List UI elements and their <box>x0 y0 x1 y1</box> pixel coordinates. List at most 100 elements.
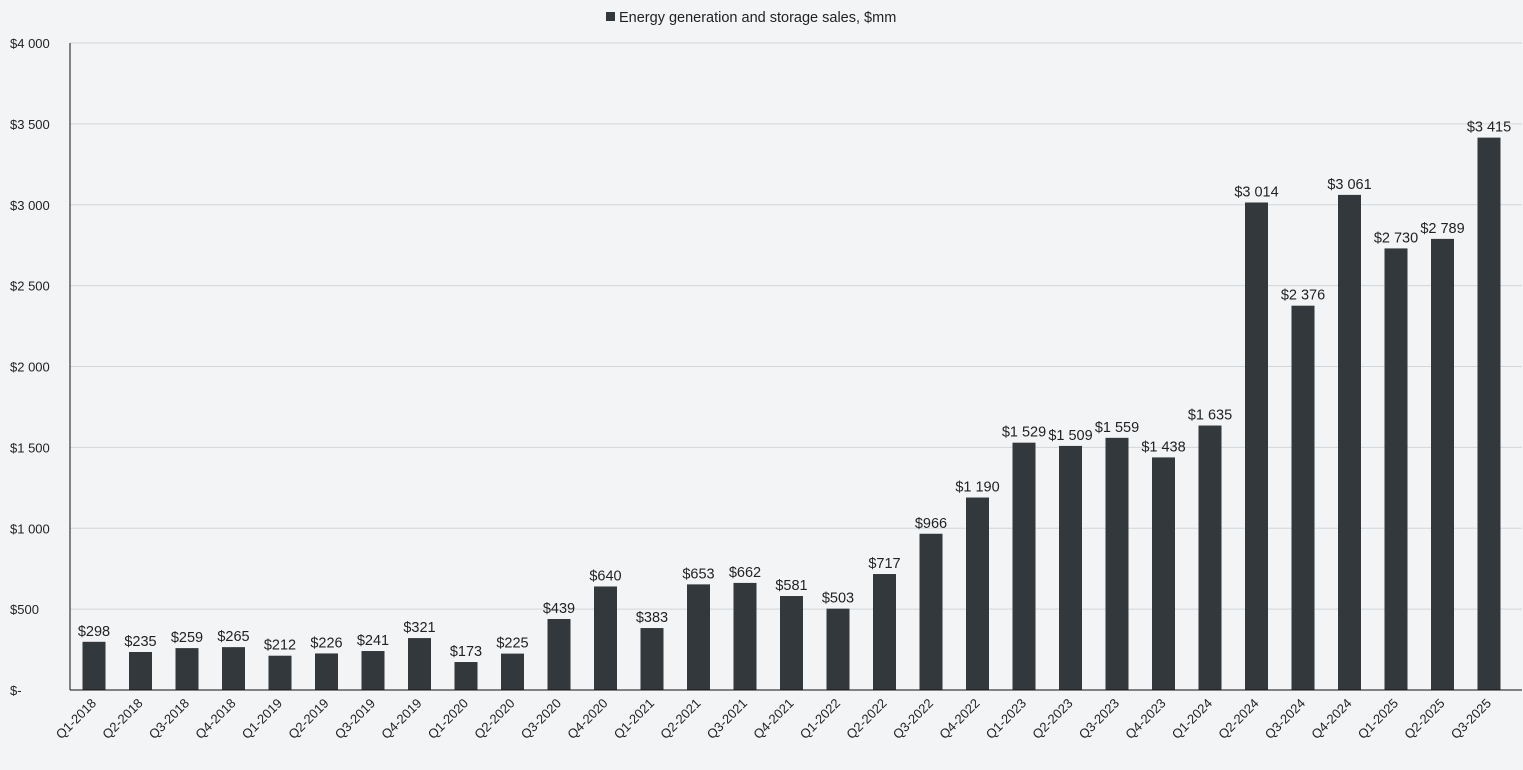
data-label: $321 <box>403 620 435 636</box>
bar-q1-2020 <box>454 662 478 690</box>
data-label: $640 <box>589 568 621 584</box>
legend-label: Energy generation and storage sales, $mm <box>619 10 896 26</box>
x-tick-label: Q1-2019 <box>239 696 285 742</box>
x-tick-label: Q1-2018 <box>53 696 99 742</box>
x-tick-label: Q1-2022 <box>797 696 843 742</box>
bar-q3-2021 <box>733 582 757 690</box>
bar-q3-2019 <box>361 651 385 690</box>
x-tick-label: Q3-2024 <box>1262 696 1308 742</box>
data-label: $3 415 <box>1467 120 1511 136</box>
data-label: $2 730 <box>1374 230 1418 246</box>
data-label: $503 <box>822 591 854 607</box>
x-tick-label: Q3-2021 <box>704 696 750 742</box>
x-tick-label: Q3-2019 <box>332 696 378 742</box>
data-label: $3 014 <box>1234 184 1278 200</box>
bar-q4-2022 <box>966 497 989 690</box>
y-tick-label: $500 <box>10 602 39 617</box>
data-label: $1 559 <box>1095 420 1139 436</box>
x-tick-label: Q3-2022 <box>890 696 936 742</box>
bar-q4-2024 <box>1338 194 1361 690</box>
data-label: $2 376 <box>1281 288 1325 304</box>
bar-q3-2024 <box>1291 305 1315 690</box>
data-label: $298 <box>78 624 110 640</box>
data-label: $439 <box>543 601 575 617</box>
x-tick-label: Q2-2020 <box>471 696 517 742</box>
data-label: $717 <box>868 556 900 572</box>
bar-q2-2023 <box>1059 445 1082 690</box>
data-label: $265 <box>217 629 249 645</box>
data-label: $235 <box>124 634 156 650</box>
x-tick-label: Q3-2025 <box>1448 696 1494 742</box>
data-label: $212 <box>264 638 296 654</box>
data-label: $225 <box>496 636 528 652</box>
x-tick-label: Q1-2023 <box>983 696 1029 742</box>
x-tick-label: Q2-2018 <box>99 696 145 742</box>
data-label: $3 061 <box>1327 177 1371 193</box>
x-tick-label: Q2-2021 <box>657 696 703 742</box>
data-label: $259 <box>171 630 203 646</box>
x-tick-label: Q2-2019 <box>285 696 331 742</box>
data-label: $662 <box>729 565 761 581</box>
bar-q4-2023 <box>1152 457 1175 690</box>
bar-q1-2023 <box>1012 442 1036 690</box>
x-tick-label: Q3-2023 <box>1076 696 1122 742</box>
data-label: $653 <box>682 566 714 582</box>
bar-q3-2023 <box>1105 437 1129 690</box>
bar-q1-2025 <box>1384 248 1408 691</box>
bar-q2-2024 <box>1245 202 1268 691</box>
y-tick-label: $2 500 <box>10 279 50 294</box>
data-label: $2 789 <box>1420 221 1464 237</box>
x-tick-label: Q4-2021 <box>750 696 796 742</box>
y-tick-label: $4 000 <box>10 36 50 51</box>
bar-q3-2025 <box>1477 137 1501 690</box>
data-label: $966 <box>915 516 947 532</box>
x-tick-label: Q1-2025 <box>1355 696 1401 742</box>
bar-q4-2019 <box>408 638 431 690</box>
y-tick-label: $2 000 <box>10 360 50 375</box>
x-tick-label: Q2-2024 <box>1215 696 1261 742</box>
bar-q2-2018 <box>129 651 152 690</box>
bar-q3-2020 <box>547 618 571 690</box>
data-label: $226 <box>310 635 342 651</box>
x-tick-label: Q2-2023 <box>1029 696 1075 742</box>
x-tick-label: Q2-2022 <box>843 696 889 742</box>
bar-q2-2021 <box>687 584 710 690</box>
y-tick-label: $3 000 <box>10 198 50 213</box>
bar-q1-2018 <box>82 641 106 690</box>
y-tick-label: $1 500 <box>10 440 50 455</box>
y-tick-label: $3 500 <box>10 117 50 132</box>
bar-q2-2020 <box>501 653 524 690</box>
bar-q1-2024 <box>1198 425 1222 690</box>
bar-q3-2022 <box>919 533 943 690</box>
data-label: $241 <box>357 633 389 649</box>
x-tick-label: Q4-2020 <box>564 696 610 742</box>
bar-q3-2018 <box>175 648 199 690</box>
y-tick-label: $1 000 <box>10 521 50 536</box>
x-tick-label: Q4-2019 <box>378 696 424 742</box>
bar-q2-2019 <box>315 653 338 690</box>
x-tick-label: Q1-2021 <box>611 696 657 742</box>
x-tick-label: Q4-2023 <box>1122 696 1168 742</box>
bar-q2-2022 <box>873 574 896 690</box>
data-label: $1 438 <box>1141 439 1185 455</box>
data-label: $1 635 <box>1188 408 1232 424</box>
y-tick-label: $- <box>10 683 22 698</box>
bar-q1-2019 <box>268 655 292 690</box>
x-tick-label: Q4-2022 <box>936 696 982 742</box>
data-label: $1 529 <box>1002 425 1046 441</box>
x-tick-label: Q3-2018 <box>146 696 192 742</box>
x-tick-label: Q3-2020 <box>518 696 564 742</box>
data-label: $581 <box>775 578 807 594</box>
x-tick-label: Q4-2018 <box>192 696 238 742</box>
x-tick-label: Q1-2020 <box>425 696 471 742</box>
bar-q1-2022 <box>826 608 850 690</box>
data-label: $383 <box>636 610 668 626</box>
legend-marker <box>606 12 615 21</box>
bar-q4-2018 <box>222 647 245 690</box>
x-tick-label: Q4-2024 <box>1308 696 1354 742</box>
x-tick-label: Q1-2024 <box>1169 696 1215 742</box>
bar-q1-2021 <box>640 628 664 690</box>
bar-q4-2021 <box>780 596 803 690</box>
